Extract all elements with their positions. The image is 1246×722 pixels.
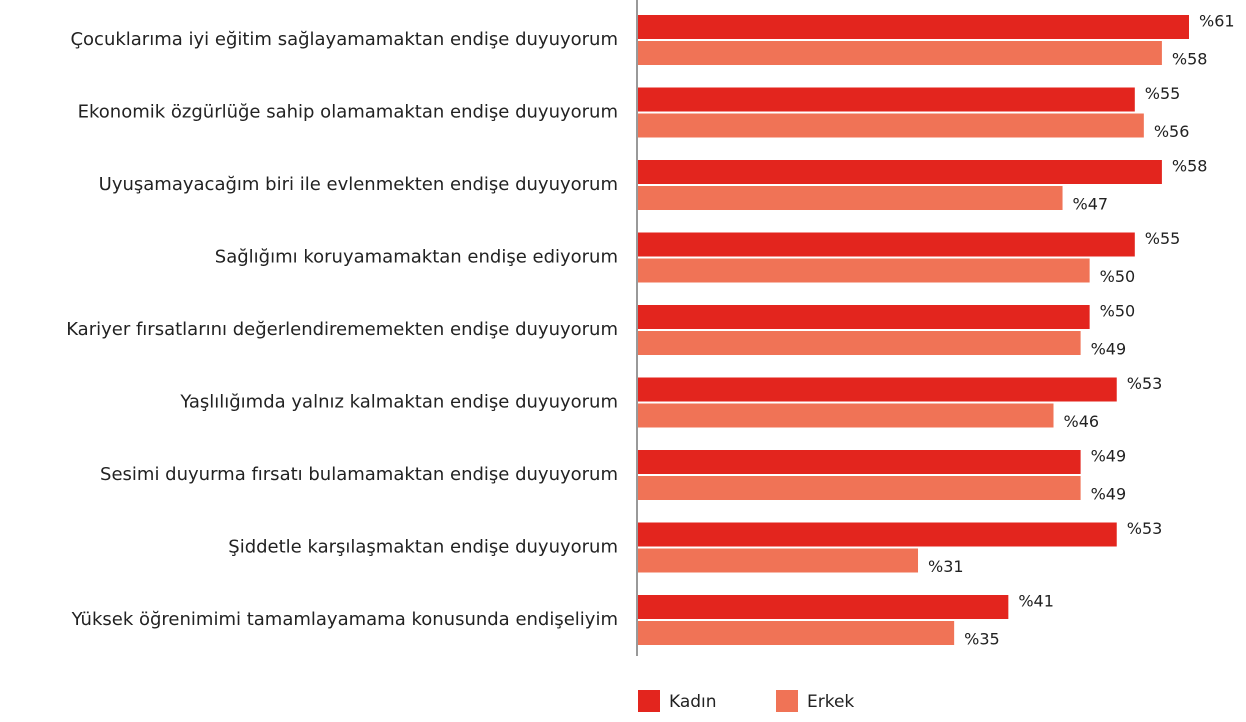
category-label: Kariyer fırsatlarını değerlendirememekte… [66, 319, 618, 340]
legend-swatch [638, 690, 660, 712]
value-label: %35 [964, 630, 1000, 649]
category-label: Yüksek öğrenimimi tamamlayamama konusund… [71, 609, 618, 630]
bar [638, 305, 1090, 329]
value-label: %55 [1145, 229, 1181, 248]
bar [638, 258, 1090, 283]
legend-swatch [776, 690, 798, 712]
bar [638, 15, 1189, 39]
value-label: %50 [1100, 267, 1136, 286]
bar [638, 160, 1162, 184]
bar [638, 548, 919, 573]
value-label: %31 [928, 557, 964, 576]
value-label: %58 [1172, 50, 1208, 69]
bar [638, 476, 1081, 500]
value-label: %46 [1064, 412, 1100, 431]
bar [638, 331, 1081, 355]
category-label: Çocuklarıma iyi eğitim sağlayamamaktan e… [70, 29, 618, 50]
bar [638, 41, 1162, 65]
value-label: %53 [1127, 519, 1163, 538]
value-label: %58 [1172, 157, 1208, 176]
bar [638, 403, 1054, 428]
legend-label: Erkek [807, 692, 854, 712]
bar [638, 377, 1117, 402]
bar [638, 595, 1009, 619]
category-label: Yaşlılığımda yalnız kalmaktan endişe duy… [179, 392, 618, 413]
category-label: Şiddetle karşılaşmaktan endişe duyuyorum [228, 537, 618, 558]
value-label: %47 [1073, 195, 1109, 214]
value-label: %49 [1091, 485, 1127, 504]
bar [638, 113, 1144, 138]
bar [638, 186, 1063, 210]
value-label: %41 [1018, 592, 1054, 611]
value-label: %61 [1199, 12, 1235, 31]
bar [638, 621, 955, 645]
category-label: Uyuşamayacağım biri ile evlenmekten endi… [99, 174, 618, 195]
value-label: %49 [1091, 340, 1127, 359]
category-label: Sağlığımı koruyamamaktan endişe ediyorum [215, 247, 618, 268]
value-label: %53 [1127, 374, 1163, 393]
category-label: Sesimi duyurma fırsatı bulamamaktan endi… [100, 464, 618, 485]
value-label: %49 [1091, 447, 1127, 466]
category-label: Ekonomik özgürlüğe sahip olamamaktan end… [78, 102, 618, 123]
value-label: %55 [1145, 84, 1181, 103]
value-label: %56 [1154, 122, 1190, 141]
bar [638, 450, 1081, 474]
bar [638, 87, 1135, 112]
legend-label: Kadın [669, 692, 717, 712]
value-label: %50 [1100, 302, 1136, 321]
bar [638, 522, 1117, 547]
bar [638, 232, 1135, 257]
